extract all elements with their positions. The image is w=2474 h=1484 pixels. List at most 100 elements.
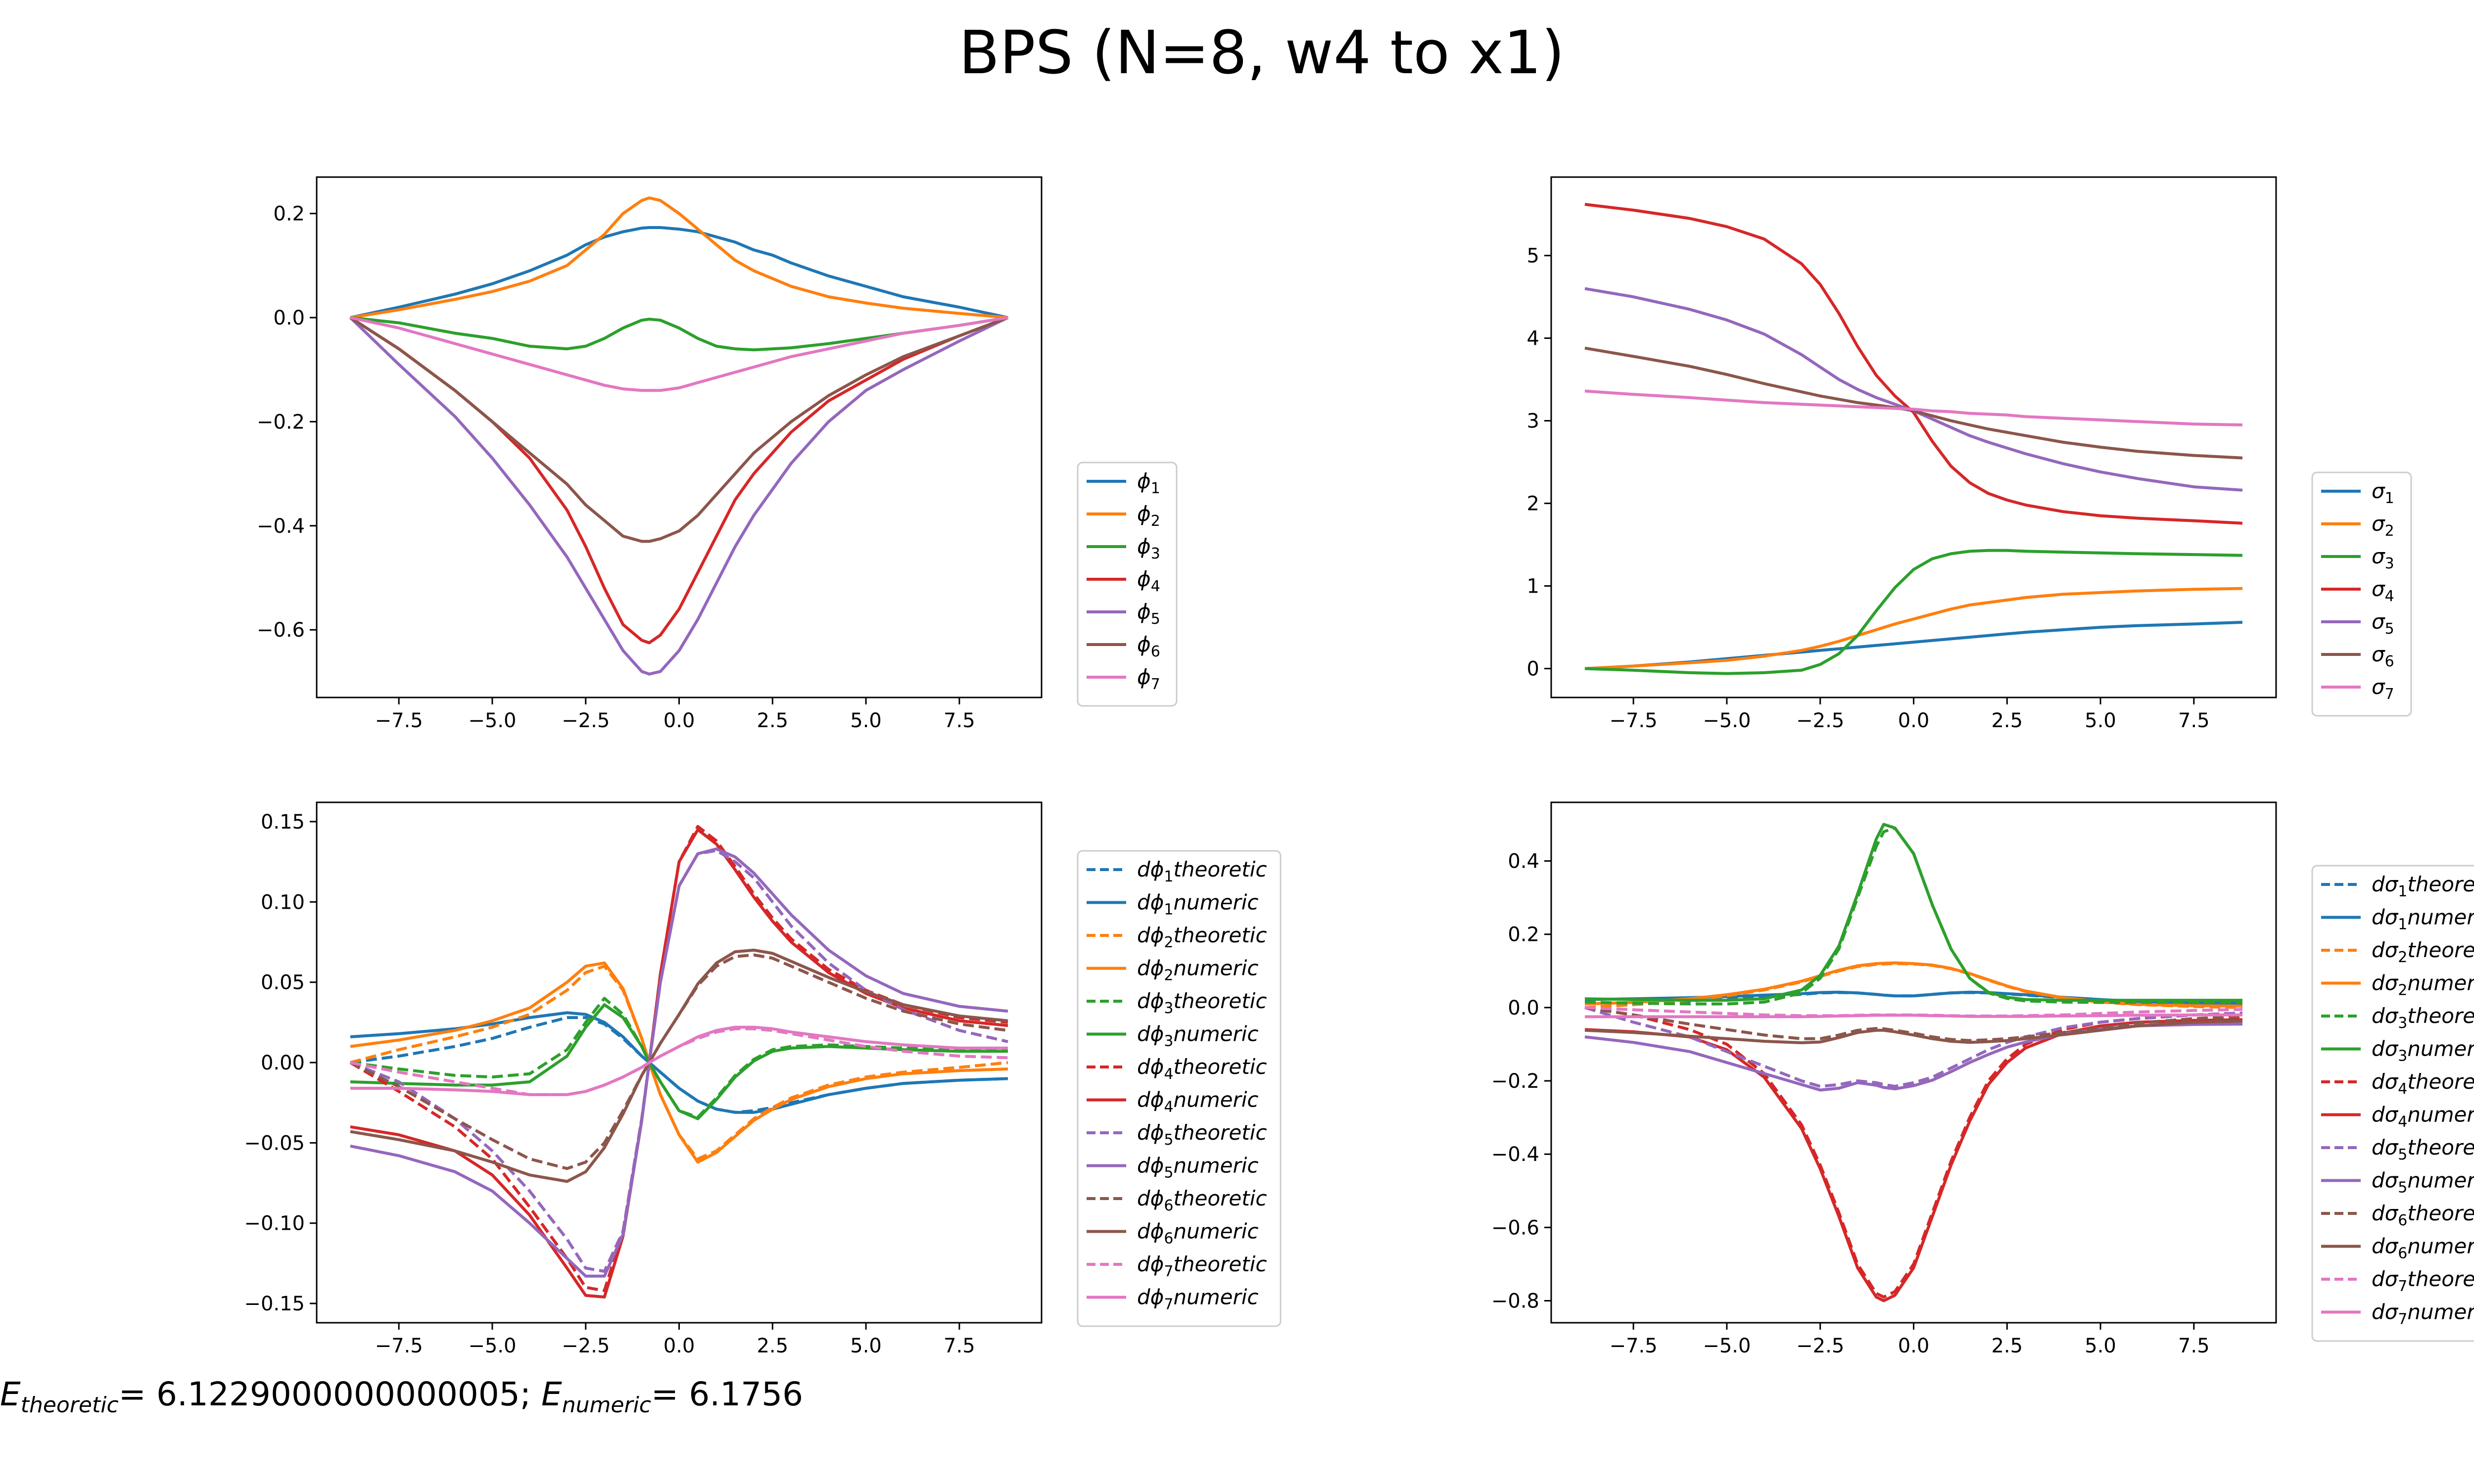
x-tick-label: −5.0	[468, 709, 516, 732]
series-line-dϕ1numeric	[350, 1011, 1008, 1114]
y-tick-label: 0.0	[1508, 997, 1539, 1020]
y-tick-label: 0.05	[261, 972, 305, 994]
legend-label: dσ3theoretic	[2372, 1004, 2474, 1032]
plot-frame	[1550, 801, 2277, 1324]
legend-label: dϕ4numeric	[1137, 1088, 1259, 1116]
y-tick-label: 0.00	[261, 1052, 305, 1074]
series-line-ϕ3	[350, 316, 1008, 352]
y-tick-label: 0	[1527, 658, 1539, 681]
legend-label: ϕ1	[1137, 469, 1160, 497]
legend-label: ϕ4	[1137, 567, 1160, 595]
series-line-dϕ5theoretic	[349, 849, 1008, 1273]
series-line-dϕ4numeric	[350, 828, 1008, 1298]
y-tick-label: −0.15	[244, 1293, 305, 1315]
series-group	[1584, 203, 2243, 675]
chart-dphi: −7.5 −5.0 −2.5 0.0 2.5 5.0 7.5 −0.15 −0.10 −0.05 0…	[244, 801, 1282, 1357]
legend-label: dϕ5theoretic	[1137, 1120, 1267, 1149]
series-line-dϕ5numeric	[350, 847, 1008, 1278]
series-group	[1584, 823, 2243, 1302]
series-line-dσ5theoretic	[1584, 1006, 2243, 1088]
series-line-dσ3numeric	[1584, 823, 2242, 1002]
legend-label: σ1	[2372, 479, 2394, 507]
legend-label: dσ2theoretic	[2372, 938, 2474, 966]
legend-label: dσ7theoretic	[2372, 1267, 2474, 1295]
legend-label: dσ1numeric	[2372, 905, 2474, 933]
x-tick-label: 5.0	[2085, 709, 2116, 732]
legend-label: dσ3numeric	[2372, 1037, 2474, 1065]
legend-label: dϕ6numeric	[1137, 1219, 1259, 1248]
legend-box	[2311, 471, 2412, 717]
x-tick-label: 0.0	[1898, 1335, 1930, 1357]
energy-footer: Etheoretic= 6.1229000000000005; Enumeric…	[0, 1375, 803, 1418]
x-tick-label: −7.5	[1610, 1335, 1658, 1357]
e-numeric-value: = 6.1756	[651, 1375, 804, 1413]
series-line-dϕ6numeric	[350, 948, 1008, 1183]
legend-dphi: dϕ1theoretic dϕ1numeric dϕ2theoretic dϕ2num…	[1077, 850, 1282, 1327]
e-numeric-subscript: numeric	[562, 1392, 651, 1418]
series-line-dϕ3theoretic	[350, 997, 1008, 1119]
legend-label: ϕ2	[1137, 502, 1160, 530]
x-tick-label: −2.5	[562, 1335, 610, 1357]
legend-phi: ϕ1 ϕ2 ϕ3 ϕ4 ϕ5 ϕ6 ϕ7	[1077, 462, 1178, 707]
x-tick-label: 0.0	[664, 709, 695, 732]
series-group	[349, 196, 1009, 676]
series-line-σ5	[1584, 287, 2243, 492]
legend-label: dϕ2numeric	[1137, 956, 1259, 984]
e-numeric-symbol: E	[541, 1375, 562, 1413]
series-line-dϕ7numeric	[350, 1025, 1008, 1096]
legend-label: dσ5theoretic	[2372, 1135, 2474, 1163]
legend-label: ϕ3	[1137, 534, 1160, 562]
x-tick-label: −7.5	[1610, 709, 1658, 732]
y-tick-label: 0.15	[261, 811, 305, 834]
x-tick-label: −2.5	[1796, 709, 1844, 732]
y-tick-label: 4	[1527, 327, 1539, 350]
x-tick-label: 7.5	[944, 709, 975, 732]
e-theoretic-symbol: E	[0, 1375, 21, 1413]
x-tick-label: 2.5	[1991, 709, 2023, 732]
x-tick-label: 2.5	[1991, 1335, 2023, 1357]
y-tick-label: −0.6	[1491, 1216, 1539, 1239]
x-tick-label: 0.0	[664, 1335, 695, 1357]
legend-label: dσ6theoretic	[2372, 1201, 2474, 1229]
figure-title: BPS (N=8, w4 to x1)	[958, 19, 1565, 88]
chart-sigma: −7.5 −5.0 −2.5 0.0 2.5 5.0 7.5 0 1 2 3 4 5 σ1 σ2 σ3 σ4 σ5…	[1527, 176, 2412, 732]
legend-label: dϕ2theoretic	[1137, 923, 1267, 951]
legend-label: dϕ7numeric	[1137, 1285, 1259, 1313]
legend-label: dϕ3theoretic	[1137, 989, 1267, 1017]
legend-label: σ4	[2372, 577, 2394, 605]
series-line-dϕ2numeric	[350, 961, 1008, 1164]
y-tick-label: −0.6	[257, 619, 305, 642]
series-line-σ1	[1584, 621, 2243, 670]
legend-label: dσ2numeric	[2372, 971, 2474, 999]
legend-label: dϕ7theoretic	[1137, 1252, 1267, 1280]
x-tick-label: 2.5	[757, 1335, 788, 1357]
y-tick-label: −0.4	[257, 515, 305, 538]
legend-label: σ5	[2372, 609, 2394, 638]
plot-frame	[316, 176, 1043, 698]
series-group	[349, 825, 1008, 1298]
legend-label: dσ4numeric	[2372, 1103, 2474, 1131]
legend-label: σ6	[2372, 642, 2394, 670]
series-line-σ7	[1584, 389, 2243, 426]
x-tick-label: 0.0	[1898, 709, 1930, 732]
series-line-σ3	[1584, 549, 2243, 675]
legend-label: dϕ1numeric	[1137, 890, 1259, 919]
legend-label: ϕ7	[1137, 665, 1160, 693]
series-line-dϕ4theoretic	[349, 825, 1008, 1293]
x-tick-label: 5.0	[2085, 1335, 2116, 1357]
x-tick-label: −7.5	[375, 709, 423, 732]
e-theoretic-value: = 6.1229000000000005;	[118, 1375, 541, 1413]
legend-label: dσ5numeric	[2372, 1168, 2474, 1197]
x-tick-label: −2.5	[562, 709, 610, 732]
legend-label: dσ1theoretic	[2372, 872, 2474, 900]
y-tick-label: −0.10	[244, 1212, 305, 1235]
series-line-ϕ4	[349, 316, 1009, 645]
x-tick-label: 7.5	[2178, 709, 2210, 732]
legend-box	[1077, 462, 1178, 707]
series-line-dϕ1theoretic	[350, 1016, 1008, 1114]
series-line-ϕ6	[349, 316, 1009, 543]
x-tick-label: 2.5	[757, 709, 788, 732]
chart-dsigma: −7.5 −5.0 −2.5 0.0 2.5 5.0 7.5 −0.8 −0.6 −0.4 −0.2…	[1491, 801, 2474, 1357]
series-line-ϕ7	[350, 316, 1008, 392]
legend-label: dϕ1theoretic	[1137, 857, 1267, 885]
